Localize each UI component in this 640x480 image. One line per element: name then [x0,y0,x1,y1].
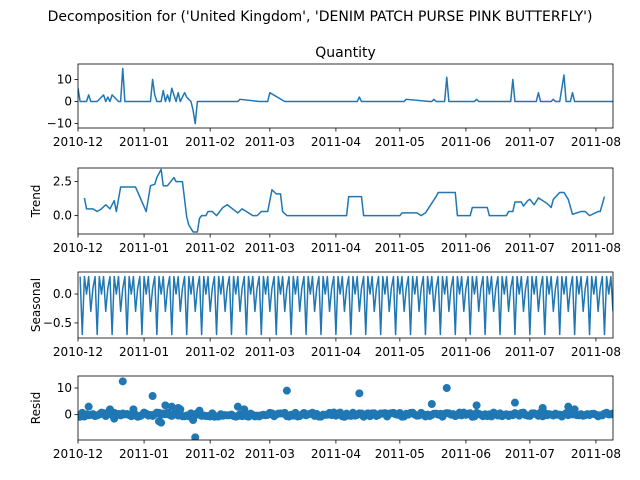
resid-point [233,402,242,411]
axes-frame [77,375,614,441]
x-tick-label: 2011-03 [245,241,295,255]
resid-point [110,414,119,423]
panel-2: Trend 0.0 2.5 2010-12 2011-01 2011-02 2011-03 2… [29,167,621,255]
resid-point [161,401,170,410]
x-tick-label: 2010-12 [53,135,103,149]
y-tick-label: 2.5 [53,175,72,189]
y-axis-label: Trend [29,185,43,219]
y-tick-label: 0.0 [53,209,72,223]
resid-point [167,402,176,411]
x-tick-label: 2011-07 [505,135,555,149]
x-tick-label: 2011-07 [505,447,555,461]
resid-point [427,400,436,408]
series-line [78,67,613,125]
figure-title: Decomposition for ('United Kingdom', 'DE… [48,9,593,25]
series-line [83,168,606,233]
resid-point [609,409,613,418]
x-tick-label: 2010-12 [53,241,103,255]
resid-point [442,384,451,392]
resid-point [570,405,579,414]
resid-point [148,392,157,400]
resid-point [240,405,249,414]
resid-point [472,401,481,410]
panel-3: Seasonal −0.5 0.0 2010-12 2011-01 2011-02 2011… [29,271,621,359]
x-tick-label: 2011-07 [505,345,555,359]
x-tick-label: 2011-04 [311,447,361,461]
y-tick-label: 0 [64,408,72,422]
resid-point [195,406,204,415]
plot-area [78,67,613,125]
x-tick-label: 2011-01 [119,135,169,149]
y-tick-label: 0.0 [53,287,72,301]
x-tick-label: 2011-06 [441,345,491,359]
panel-1: Quantity −10 0 10 2010-12 2011-01 2011-02 2011-… [47,45,621,149]
x-tick-label: 2011-06 [441,447,491,461]
x-tick-label: 2011-02 [185,447,235,461]
y-axis-label: Resid [29,392,43,424]
x-tick-label: 2011-01 [119,241,169,255]
axes-frame [77,167,614,235]
y-axis-label: Seasonal [29,278,43,332]
resid-point [118,377,127,386]
x-tick-label: 2011-04 [311,345,361,359]
x-tick-label: 2011-08 [571,135,621,149]
resid-point [191,433,200,440]
resid-point [105,405,114,414]
plot-area [79,275,613,336]
x-tick-label: 2011-06 [441,135,491,149]
x-tick-label: 2011-05 [375,241,425,255]
x-tick-label: 2011-08 [571,241,621,255]
x-tick-label: 2011-02 [185,241,235,255]
x-tick-label: 2011-02 [185,135,235,149]
y-tick-label: −0.5 [43,316,72,330]
panel-title: Quantity [315,45,376,61]
resid-point [564,402,573,411]
resid-point [538,404,547,412]
resid-point [189,416,198,424]
y-tick-label: 10 [57,381,72,395]
x-tick-label: 2011-05 [375,447,425,461]
x-tick-label: 2011-08 [571,345,621,359]
y-tick-label: −10 [47,117,72,131]
resid-point [510,398,519,407]
x-tick-label: 2011-03 [245,345,295,359]
plot-area [78,377,613,440]
resid-point [84,402,93,411]
x-tick-label: 2011-04 [311,241,361,255]
y-tick-label: 0 [64,95,72,109]
x-tick-label: 2011-01 [119,345,169,359]
plot-area [83,168,606,233]
panel-4: Resid 0 10 2010-12 2011-01 2011-02 2011-03 2011… [29,375,621,461]
x-tick-label: 2011-08 [571,447,621,461]
axes-frame [77,271,614,339]
x-tick-label: 2011-05 [375,135,425,149]
resid-point [355,389,364,398]
resid-point [157,418,166,427]
x-tick-label: 2011-06 [441,241,491,255]
x-tick-label: 2011-01 [119,447,169,461]
x-tick-label: 2010-12 [53,345,103,359]
resid-point [129,405,138,414]
x-tick-label: 2011-02 [185,345,235,359]
x-tick-label: 2011-07 [505,241,555,255]
x-tick-label: 2011-03 [245,135,295,149]
axes-frame [77,63,614,129]
seasonal-line [79,275,613,336]
x-tick-label: 2011-04 [311,135,361,149]
resid-point [176,405,185,414]
resid-point [282,386,291,395]
x-tick-label: 2011-05 [375,345,425,359]
x-tick-label: 2010-12 [53,447,103,461]
x-tick-label: 2011-03 [245,447,295,461]
y-tick-label: 10 [57,72,72,86]
